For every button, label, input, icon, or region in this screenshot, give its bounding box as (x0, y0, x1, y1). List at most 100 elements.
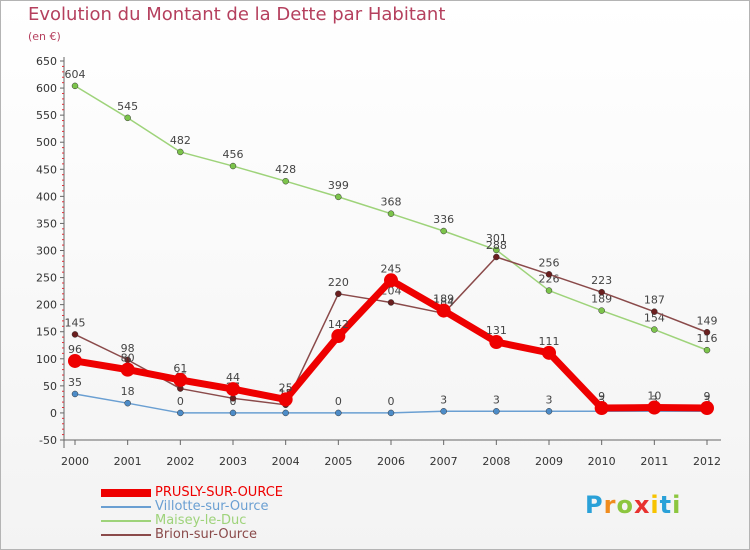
data-label: 142 (328, 318, 349, 331)
data-point (703, 346, 711, 354)
chart-title: Evolution du Montant de la Dette par Hab… (28, 4, 446, 25)
x-tick-label: 2008 (482, 455, 510, 468)
data-label: 220 (328, 276, 349, 289)
legend-label: PRUSLY-SUR-OURCE (155, 485, 283, 500)
data-point (598, 288, 605, 296)
data-point (335, 409, 342, 417)
data-label: 3 (704, 393, 711, 406)
data-label: 35 (68, 376, 82, 389)
data-label: 111 (539, 335, 560, 348)
y-tick-label: 600 (36, 82, 57, 95)
data-label: 154 (644, 312, 665, 325)
data-label: 399 (328, 179, 349, 192)
data-point (542, 345, 556, 360)
data-label: 3 (440, 393, 447, 406)
logo-letter: x (633, 491, 651, 519)
data-label: 9 (598, 390, 605, 403)
logo-letter: t (659, 491, 673, 519)
chart-unit-label: (en €) (28, 30, 61, 43)
data-point (173, 372, 188, 387)
data-label: 545 (117, 100, 138, 113)
data-point (387, 299, 395, 306)
legend-label: Villotte-sur-Ource (155, 499, 269, 514)
data-label: 9 (704, 390, 711, 403)
x-tick-label: 2004 (272, 455, 300, 468)
data-point (229, 395, 237, 402)
x-tick-label: 2005 (324, 455, 352, 468)
data-point (545, 271, 553, 278)
data-label: 18 (121, 385, 135, 398)
x-tick-label: 2000 (61, 455, 89, 468)
data-point (440, 408, 447, 415)
data-label: 368 (381, 196, 402, 209)
x-tick-label: 2011 (640, 455, 668, 468)
data-point (177, 148, 184, 156)
data-point (493, 253, 500, 261)
data-point (226, 382, 240, 397)
x-tick-label: 2007 (430, 455, 458, 468)
logo-letter: o (616, 491, 634, 519)
data-label: 3 (493, 393, 500, 406)
data-label: 3 (546, 393, 553, 406)
data-point (594, 401, 609, 416)
data-point (229, 162, 237, 170)
y-tick-label: 0 (50, 407, 57, 420)
data-label: 0 (388, 395, 395, 408)
data-point (387, 409, 395, 417)
y-tick-label: 550 (36, 109, 57, 122)
data-label: 189 (591, 293, 612, 306)
data-point (651, 326, 658, 333)
data-point (282, 177, 289, 185)
data-label: 604 (65, 68, 86, 81)
data-point (278, 392, 293, 407)
y-tick-label: 650 (36, 55, 57, 68)
legend-label: Maisey-le-Duc (155, 513, 247, 528)
chart-legend: PRUSLY-SUR-OURCE Villotte-sur-Ource Maisey… (101, 486, 283, 542)
x-tick-label: 2002 (166, 455, 194, 468)
x-tick-label: 2006 (377, 455, 405, 468)
data-label: 44 (226, 371, 240, 384)
proxiti-logo: Proxiti (585, 491, 681, 519)
logo-letter: i (672, 491, 682, 519)
data-point (120, 362, 135, 377)
y-tick-label: 50 (43, 380, 57, 393)
y-tick-label: 250 (36, 272, 57, 285)
data-point (440, 227, 447, 235)
data-label: 0 (335, 395, 342, 408)
logo-letter: i (650, 491, 660, 519)
data-point (282, 409, 289, 417)
y-tick-label: 500 (36, 136, 57, 149)
data-point (700, 401, 714, 416)
legend-item: Brion-sur-Ource (101, 528, 283, 542)
y-tick-label: 400 (36, 190, 57, 203)
data-label: 3 (598, 393, 605, 406)
data-label: 98 (121, 342, 135, 355)
y-tick-label: 450 (36, 163, 57, 176)
data-point (489, 335, 504, 350)
data-point (124, 114, 131, 122)
data-label: 10 (647, 390, 661, 403)
data-point (335, 193, 342, 201)
data-point (229, 409, 237, 417)
data-point (384, 273, 398, 288)
data-label: 189 (433, 293, 454, 306)
data-label: 301 (486, 232, 507, 245)
legend-swatch (101, 534, 151, 536)
legend-swatch (101, 520, 151, 522)
legend-item: PRUSLY-SUR-OURCE (101, 486, 283, 500)
data-label: 131 (486, 324, 507, 337)
data-label: 3 (651, 393, 658, 406)
data-point (647, 400, 662, 415)
y-tick-label: 350 (36, 217, 57, 230)
data-point (387, 210, 395, 217)
data-label: 187 (644, 294, 665, 307)
data-label: 223 (591, 274, 612, 287)
logo-letter: P (585, 491, 604, 519)
data-label: 288 (486, 239, 507, 252)
legend-label: Brion-sur-Ource (155, 527, 258, 542)
data-label: 80 (121, 352, 135, 365)
data-label: 149 (697, 314, 718, 327)
data-point (335, 290, 342, 298)
